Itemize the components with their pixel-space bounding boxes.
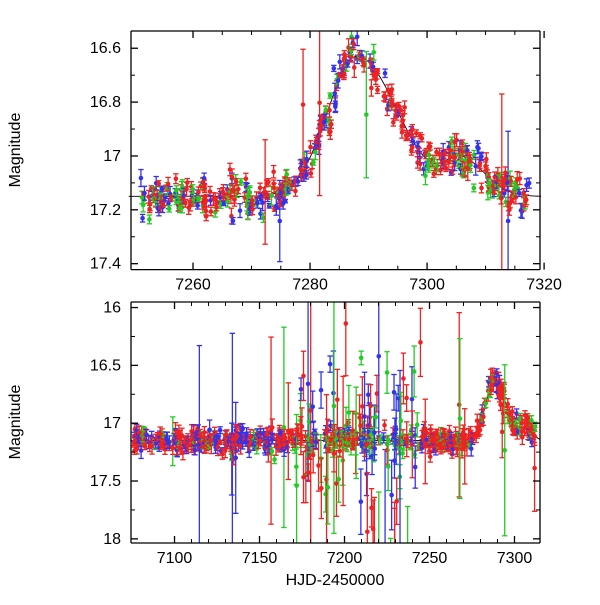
- svg-text:7300: 7300: [497, 550, 533, 567]
- svg-text:16: 16: [103, 300, 121, 317]
- svg-text:17.2: 17.2: [90, 202, 121, 219]
- svg-text:7150: 7150: [242, 550, 278, 567]
- svg-text:17.4: 17.4: [90, 256, 121, 273]
- svg-text:17: 17: [103, 415, 121, 432]
- svg-text:16.8: 16.8: [90, 94, 121, 111]
- svg-text:7280: 7280: [292, 277, 328, 294]
- svg-text:7260: 7260: [175, 277, 211, 294]
- svg-text:Magnitude: Magnitude: [7, 113, 24, 188]
- svg-text:18: 18: [103, 531, 121, 548]
- svg-text:7200: 7200: [327, 550, 363, 567]
- svg-text:16.5: 16.5: [90, 357, 121, 374]
- svg-text:7320: 7320: [526, 277, 562, 294]
- svg-text:7300: 7300: [409, 277, 445, 294]
- svg-text:7250: 7250: [412, 550, 448, 567]
- svg-text:17: 17: [103, 148, 121, 165]
- svg-text:16.6: 16.6: [90, 40, 121, 57]
- svg-text:17.5: 17.5: [90, 473, 121, 490]
- svg-text:HJD-2450000: HJD-2450000: [286, 572, 385, 589]
- svg-text:Magnitude: Magnitude: [7, 385, 24, 460]
- svg-text:7100: 7100: [157, 550, 193, 567]
